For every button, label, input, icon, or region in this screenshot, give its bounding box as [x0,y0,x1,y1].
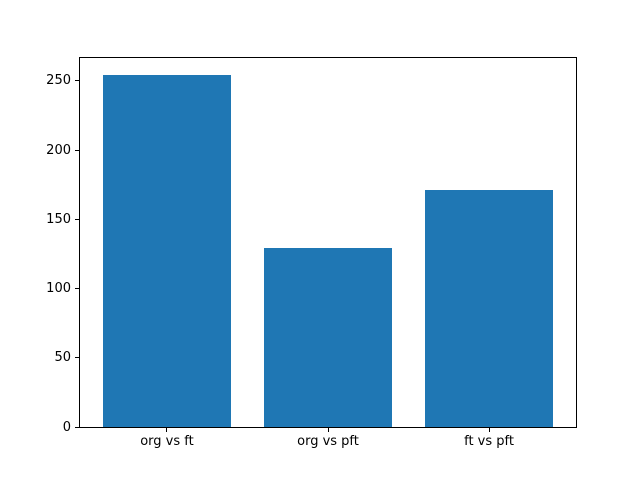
x-tick-label: org vs pft [297,434,359,450]
y-tick-label: 50 [54,350,71,366]
y-tick-mark [75,357,79,359]
x-tick-mark [166,428,168,433]
y-tick-label: 250 [46,73,71,89]
y-tick-label: 150 [46,211,71,227]
x-tick-mark [488,428,490,433]
y-tick-mark [75,218,79,220]
y-tick-label: 100 [46,281,71,297]
bar-org-vs-ft [102,75,232,428]
y-tick-mark [75,288,79,290]
y-tick-label: 200 [46,142,71,158]
bar-ft-vs-pft [424,190,554,428]
x-tick-label: org vs ft [140,434,194,450]
y-tick-mark [75,426,79,428]
bar-org-vs-pft [263,248,393,428]
x-tick-mark [327,428,329,433]
x-tick-label: ft vs pft [464,434,514,450]
plot-area [79,56,577,429]
y-tick-mark [75,80,79,82]
y-tick-label: 0 [62,419,71,435]
y-tick-mark [75,149,79,151]
